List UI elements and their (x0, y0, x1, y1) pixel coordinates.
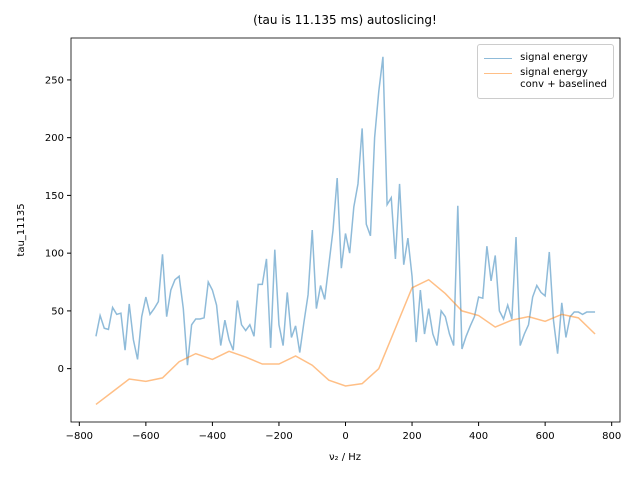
y-tick-label: 150 (45, 191, 64, 202)
x-tick-label: −800 (66, 431, 93, 442)
legend: signal energy signal energy conv + baseli… (477, 44, 614, 99)
chart-title: (tau is 11.135 ms) autoslicing! (253, 13, 437, 27)
x-axis-label: ν₂ / Hz (329, 452, 361, 463)
x-tick-label: −400 (199, 431, 226, 442)
x-tick-label: 200 (402, 431, 421, 442)
legend-label: signal energy conv + baselined (520, 67, 607, 90)
y-tick-label: 100 (45, 249, 64, 260)
legend-label: signal energy (520, 52, 588, 63)
x-tick-label: 0 (342, 431, 348, 442)
line-series (95, 278, 596, 406)
line-series (95, 56, 596, 366)
x-tick-label: 400 (469, 431, 488, 442)
y-tick-label: 50 (51, 306, 64, 317)
plot-frame (70, 37, 621, 423)
x-tick-label: −200 (265, 431, 292, 442)
y-tick-label: 0 (58, 364, 64, 375)
legend-item: signal energy (484, 52, 607, 64)
x-tick-label: 800 (602, 431, 621, 442)
x-tick-label: −600 (132, 431, 159, 442)
legend-swatch (484, 58, 513, 59)
legend-swatch (484, 73, 513, 74)
legend-item: signal energy conv + baselined (484, 67, 607, 91)
y-axis-label: tau_11135 (16, 203, 27, 256)
y-tick-label: 250 (45, 75, 64, 86)
x-tick-label: 600 (536, 431, 555, 442)
y-tick-label: 200 (45, 133, 64, 144)
